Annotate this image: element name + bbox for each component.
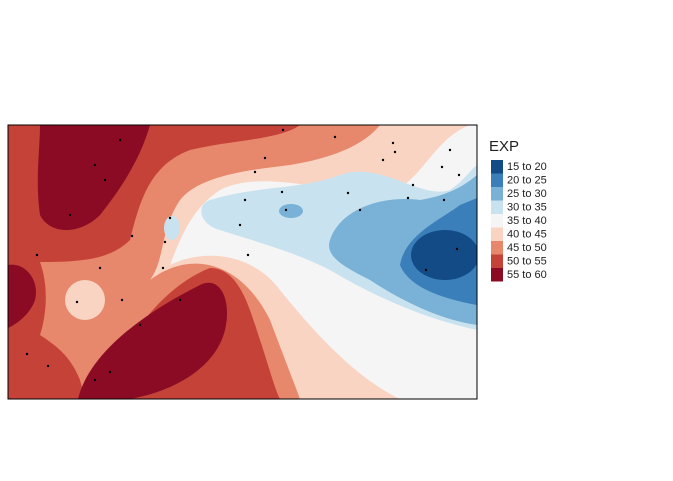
legend-swatch xyxy=(491,187,503,201)
legend-label: 25 to 30 xyxy=(507,188,547,200)
legend-label: 15 to 20 xyxy=(507,161,547,173)
legend-swatch xyxy=(491,214,503,228)
legend-label: 40 to 45 xyxy=(507,228,547,240)
contour-map xyxy=(8,125,477,399)
legend-swatch xyxy=(491,200,503,214)
map-frame xyxy=(7,124,478,400)
contour-region xyxy=(8,264,36,328)
legend-swatch xyxy=(491,268,503,282)
sample-points xyxy=(25,128,461,382)
contour-region xyxy=(411,230,477,280)
contour-region xyxy=(37,125,150,230)
legend-swatch xyxy=(491,173,503,187)
legend-swatch xyxy=(491,227,503,241)
legend-swatch xyxy=(491,241,503,255)
legend-label: 45 to 50 xyxy=(507,242,547,254)
contour-region xyxy=(78,282,228,399)
contour-region xyxy=(164,216,180,240)
legend-swatch xyxy=(491,254,503,268)
legend-label: 20 to 25 xyxy=(507,174,547,186)
legend-label: 30 to 35 xyxy=(507,201,547,213)
contour-region xyxy=(279,204,303,218)
legend-swatch xyxy=(491,160,503,174)
legend-label: 50 to 55 xyxy=(507,255,547,267)
legend-title: EXP xyxy=(489,138,519,155)
legend-label: 55 to 60 xyxy=(507,269,547,281)
contour-region xyxy=(65,280,105,320)
legend-label: 35 to 40 xyxy=(507,215,547,227)
